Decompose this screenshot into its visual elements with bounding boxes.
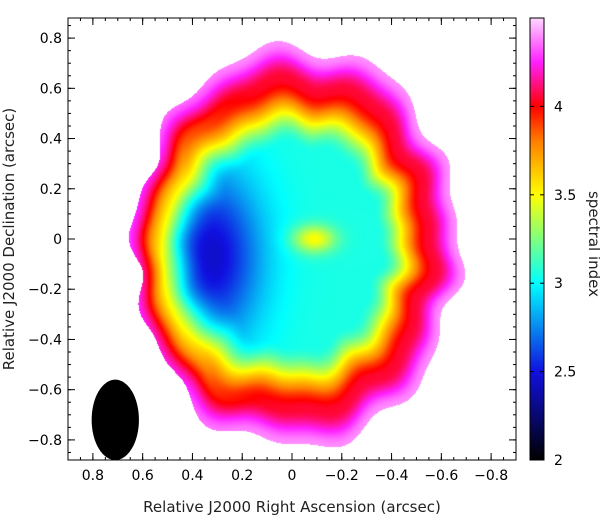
plot-area: 0.8 0.6 0.4 0.2 0 −0.2 −0.4 −0.6 −0.8 0.80.60.40… [28,17,517,484]
colorbar-tick-label: 2 [554,453,563,469]
x-tick-label: 0.4 [181,468,203,484]
y-tick-label: −0.2 [28,282,62,298]
x-axis-label: Relative J2000 Right Ascension (arcsec) [143,498,441,516]
colorbar-frame [529,17,545,461]
colorbar-tick-label: 3 [554,276,563,292]
colorbar-tick-label: 3.5 [554,188,576,204]
y-tick-label: 0.6 [40,81,62,97]
spectral-index-map [68,18,516,460]
y-axis-label: Relative J2000 Declination (arcsec) [0,108,18,370]
y-tick-label: 0 [53,232,62,248]
x-tick-label: −0.8 [474,468,508,484]
x-tick-label: 0.6 [132,468,154,484]
colorbar-gradient [530,18,544,460]
colorbar-tick-label: 2.5 [554,365,576,381]
y-ticks: 0.8 0.6 0.4 0.2 0 −0.2 −0.4 −0.6 −0.8 [28,25,516,453]
x-ticks: 0.8 0.6 0.4 0.2 0 −0.2 −0.4 −0.6 −0.8 [67,18,508,484]
x-tick-label: −0.4 [375,468,409,484]
y-tick-label: −0.6 [28,383,62,399]
beam-ellipse [91,379,139,460]
y-tick-label: 0.8 [40,31,62,47]
colorbar: 2 2.5 3 3.5 4 [529,17,576,469]
colorbar-ticks: 2 2.5 3 3.5 4 [530,99,576,469]
y-tick-label: −0.4 [28,332,62,348]
y-tick-label: 0.2 [40,182,62,198]
x-tick-label: 0 [288,468,297,484]
x-tick-label: −0.6 [424,468,458,484]
x-tick-label: −0.2 [325,468,359,484]
colorbar-tick-label: 4 [554,99,563,115]
y-tick-label: −0.8 [28,433,62,449]
x-tick-label: 0.8 [82,468,104,484]
y-tick-label: 0.4 [40,132,62,148]
colorbar-label: spectral index [585,191,600,297]
x-tick-label: 0.2 [231,468,253,484]
